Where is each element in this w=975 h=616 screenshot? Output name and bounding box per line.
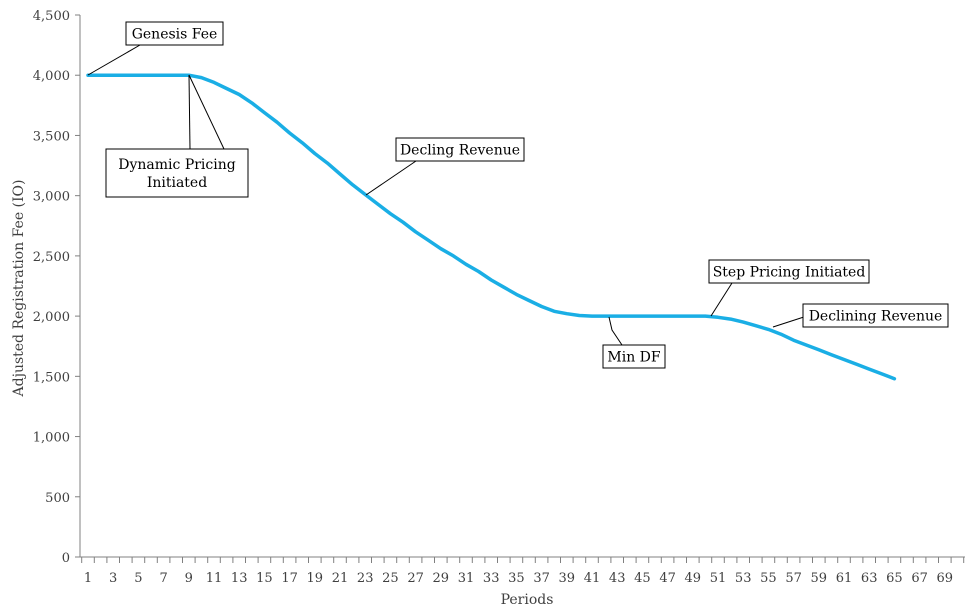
x-tick-label: 11 — [206, 571, 223, 586]
callout-label: Min DF — [607, 350, 661, 366]
series-line — [86, 73, 897, 381]
x-axis-title: Periods — [501, 592, 554, 608]
y-tick-label: 2,000 — [33, 310, 70, 325]
x-tick-label: 27 — [407, 571, 424, 586]
callout-box — [602, 344, 666, 369]
callout-leader — [188, 74, 191, 150]
callout-leader — [188, 74, 225, 150]
callout-label: Genesis Fee — [132, 27, 218, 43]
x-tick-label: 63 — [861, 571, 878, 586]
callout: Min DF — [602, 316, 666, 369]
y-tick-label: 3,000 — [33, 190, 70, 205]
x-tick-label: 47 — [659, 571, 676, 586]
x-tick-label: 9 — [185, 571, 193, 586]
x-tick-label: 57 — [785, 571, 802, 586]
x-tick-label: 35 — [508, 571, 525, 586]
x-tick-label: 3 — [109, 571, 117, 586]
x-tick-label: 7 — [159, 571, 167, 586]
x-tick-label: 29 — [433, 571, 450, 586]
y-tick-label: 4,000 — [33, 69, 70, 84]
callout-box — [105, 148, 249, 198]
callout: Genesis Fee — [87, 21, 224, 76]
x-tick-label: 61 — [836, 571, 853, 586]
x-tick-label: 69 — [937, 571, 954, 586]
y-axis-title: Adjusted Registration Fee (IO) — [11, 180, 27, 398]
callout-leader — [710, 282, 733, 317]
y-tick-label: 500 — [45, 491, 70, 506]
callout: Declining Revenue — [772, 303, 949, 328]
x-axis: 1 3 5 7 9 11 13 15 17 19 21 23 25 27 29 31 33 35 37 39 41 43 4… — [80, 556, 965, 586]
y-tick-label: 1,000 — [33, 431, 70, 446]
callout-leader — [87, 44, 141, 76]
x-tick-label: 45 — [634, 571, 651, 586]
callout-label: Declining Revenue — [809, 309, 943, 325]
x-tick-label: 1 — [84, 571, 92, 586]
x-tick-label: 59 — [811, 571, 828, 586]
callout-box — [395, 137, 525, 162]
x-tick-label: 17 — [281, 571, 298, 586]
x-tick-label: 5 — [134, 571, 142, 586]
x-tick-label: 19 — [307, 571, 324, 586]
x-tick-label: 13 — [231, 571, 248, 586]
x-tick-label: 37 — [533, 571, 550, 586]
x-tick-label: 49 — [685, 571, 702, 586]
series — [86, 73, 897, 381]
x-tick-label: 15 — [256, 571, 273, 586]
callout-box — [125, 21, 224, 46]
callout-box — [708, 259, 870, 284]
y-tick-label: 3,500 — [33, 129, 70, 144]
y-tick-label: 0 — [62, 551, 70, 566]
y-tick-label: 1,500 — [33, 370, 70, 385]
annotations: Genesis Fee Dynamic Pricing Initiated Decli… — [87, 21, 949, 369]
x-tick-label: 67 — [911, 571, 928, 586]
y-axis: 0 500 1,000 1,500 2,000 2,500 3,000 3,500 4,000 4… — [33, 9, 81, 566]
x-tick-label: 21 — [332, 571, 349, 586]
callout-leader — [608, 316, 623, 346]
x-tick-label: 31 — [458, 571, 475, 586]
callout: Decling Revenue — [365, 137, 525, 196]
x-tick-label: 41 — [584, 571, 601, 586]
x-tick-label: 53 — [735, 571, 752, 586]
callout-label: Dynamic Pricing Initiated — [118, 157, 235, 191]
callout-label: Step Pricing Initiated — [713, 265, 866, 281]
y-tick-label: 4,500 — [33, 9, 70, 24]
x-tick-label: 33 — [483, 571, 500, 586]
x-tick-label: 39 — [559, 571, 576, 586]
callout-box — [802, 303, 949, 328]
y-tick-label: 2,500 — [33, 250, 70, 265]
x-tick-label: 25 — [382, 571, 399, 586]
x-tick-label: 55 — [760, 571, 777, 586]
callout-label: Decling Revenue — [400, 143, 520, 159]
x-tick-label: 23 — [357, 571, 374, 586]
x-tick-label: 43 — [609, 571, 626, 586]
callout: Dynamic Pricing Initiated — [105, 74, 249, 198]
callout-leader — [365, 160, 417, 196]
x-tick-label: 51 — [710, 571, 727, 586]
callout: Step Pricing Initiated — [708, 259, 870, 317]
x-tick-label: 65 — [886, 571, 903, 586]
